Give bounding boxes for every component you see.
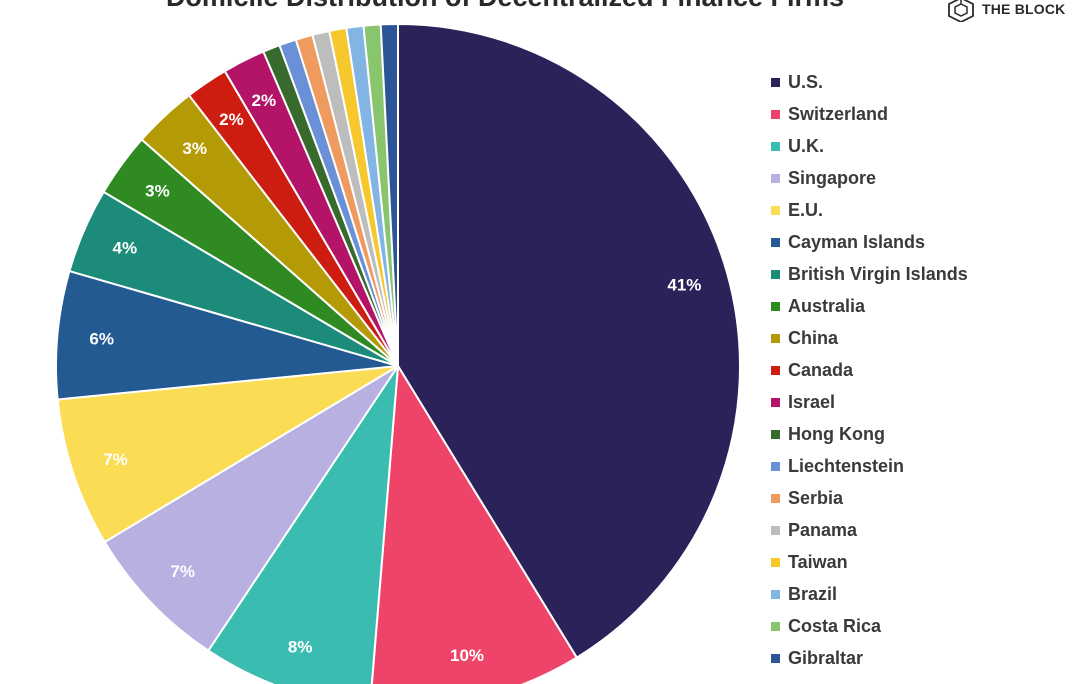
pie-slice-gibraltar bbox=[379, 23, 399, 367]
legend-swatch bbox=[771, 429, 780, 439]
legend-item-brazil: Brazil bbox=[771, 578, 968, 610]
slice-label-e-u: 7% bbox=[103, 450, 128, 469]
slice-label-cayman-islands: 6% bbox=[89, 329, 114, 348]
legend-label: Panama bbox=[788, 519, 858, 540]
slice-label-china: 3% bbox=[182, 139, 207, 158]
pie-slice-u-s bbox=[397, 23, 741, 659]
the-block-logo: THE BLOCK bbox=[946, 0, 1065, 22]
legend-label: Australia bbox=[788, 295, 866, 316]
legend-item-e-u: E.U. bbox=[771, 194, 968, 226]
legend-label: British Virgin Islands bbox=[788, 263, 968, 284]
legend-label: Israel bbox=[788, 391, 836, 412]
legend-item-british-virgin-islands: British Virgin Islands bbox=[771, 258, 968, 290]
legend-label: Taiwan bbox=[788, 551, 848, 572]
slice-label-singapore: 7% bbox=[170, 562, 195, 581]
legend-item-switzerland: Switzerland bbox=[771, 98, 968, 130]
legend-swatch bbox=[771, 621, 780, 631]
slice-label-israel: 2% bbox=[252, 91, 277, 110]
legend-swatch bbox=[771, 557, 780, 567]
legend-label: U.S. bbox=[788, 71, 824, 92]
slice-label-u-k: 8% bbox=[288, 638, 313, 657]
pie-slice-e-u bbox=[56, 365, 399, 543]
legend-label: Hong Kong bbox=[788, 423, 885, 444]
legend-item-hong-kong: Hong Kong bbox=[771, 418, 968, 450]
legend-swatch bbox=[771, 173, 780, 183]
legend-swatch bbox=[771, 461, 780, 471]
slice-label-british-virgin-islands: 4% bbox=[113, 239, 138, 258]
legend-item-singapore: Singapore bbox=[771, 162, 968, 194]
slice-label-canada: 2% bbox=[219, 110, 244, 129]
legend-swatch bbox=[771, 493, 780, 503]
pie-labels: 41% 10% 8% 7% 7% 6% 4% 3% 3% 2% 2% bbox=[89, 91, 701, 665]
legend-swatch bbox=[771, 77, 780, 87]
legend-item-israel: Israel bbox=[771, 386, 968, 418]
legend-swatch bbox=[771, 589, 780, 599]
legend-swatch bbox=[771, 269, 780, 279]
slice-label-switzerland: 10% bbox=[450, 646, 484, 665]
pie-slice-u-k bbox=[207, 365, 399, 684]
cube-logo-icon bbox=[948, 0, 974, 22]
legend-label: Singapore bbox=[788, 167, 877, 188]
legend: U.S. Switzerland U.K. Singapore E.U. Cayman I… bbox=[771, 66, 968, 674]
legend-item-liechtenstein: Liechtenstein bbox=[771, 450, 968, 482]
legend-item-australia: Australia bbox=[771, 290, 968, 322]
legend-swatch bbox=[771, 365, 780, 375]
pie-slices bbox=[55, 23, 741, 684]
legend-swatch bbox=[771, 205, 780, 215]
slice-label-u-s: 41% bbox=[667, 276, 701, 295]
pie-slice-singapore bbox=[103, 365, 399, 652]
legend-swatch bbox=[771, 237, 780, 247]
legend-item-u-k: U.K. bbox=[771, 130, 968, 162]
legend-label: Brazil bbox=[788, 583, 838, 604]
legend-swatch bbox=[771, 653, 780, 663]
legend-label: Canada bbox=[788, 359, 854, 380]
legend-label: U.K. bbox=[788, 135, 824, 156]
legend-label: Gibraltar bbox=[788, 647, 864, 668]
pie-slice-switzerland bbox=[370, 365, 578, 684]
legend-swatch bbox=[771, 525, 780, 535]
legend-item-panama: Panama bbox=[771, 514, 968, 546]
legend-label: Liechtenstein bbox=[788, 455, 905, 476]
legend-swatch bbox=[771, 333, 780, 343]
legend-swatch bbox=[771, 397, 780, 407]
legend-label: E.U. bbox=[788, 199, 824, 220]
legend-item-u-s: U.S. bbox=[771, 66, 968, 98]
legend-item-gibraltar: Gibraltar bbox=[771, 642, 968, 674]
legend-item-costa-rica: Costa Rica bbox=[771, 610, 968, 642]
legend-label: Serbia bbox=[788, 487, 844, 508]
pie-chart: 41% 10% 8% 7% 7% 6% 4% 3% 3% 2% 2% bbox=[55, 23, 741, 684]
legend-swatch bbox=[771, 109, 780, 119]
legend-item-cayman-islands: Cayman Islands bbox=[771, 226, 968, 258]
legend-item-china: China bbox=[771, 322, 968, 354]
slice-label-australia: 3% bbox=[145, 182, 170, 201]
legend-item-taiwan: Taiwan bbox=[771, 546, 968, 578]
legend-label: Cayman Islands bbox=[788, 231, 926, 252]
legend-swatch bbox=[771, 141, 780, 151]
legend-item-serbia: Serbia bbox=[771, 482, 968, 514]
legend-label: China bbox=[788, 327, 839, 348]
legend-label: Switzerland bbox=[788, 103, 889, 124]
pie-slice-cayman-islands bbox=[55, 270, 399, 401]
chart-title: Domicile Distribution of Decentralized F… bbox=[0, 0, 1010, 13]
legend-item-canada: Canada bbox=[771, 354, 968, 386]
legend-label: Costa Rica bbox=[788, 615, 882, 636]
legend-swatch bbox=[771, 301, 780, 311]
logo-text: THE BLOCK bbox=[982, 1, 1066, 17]
